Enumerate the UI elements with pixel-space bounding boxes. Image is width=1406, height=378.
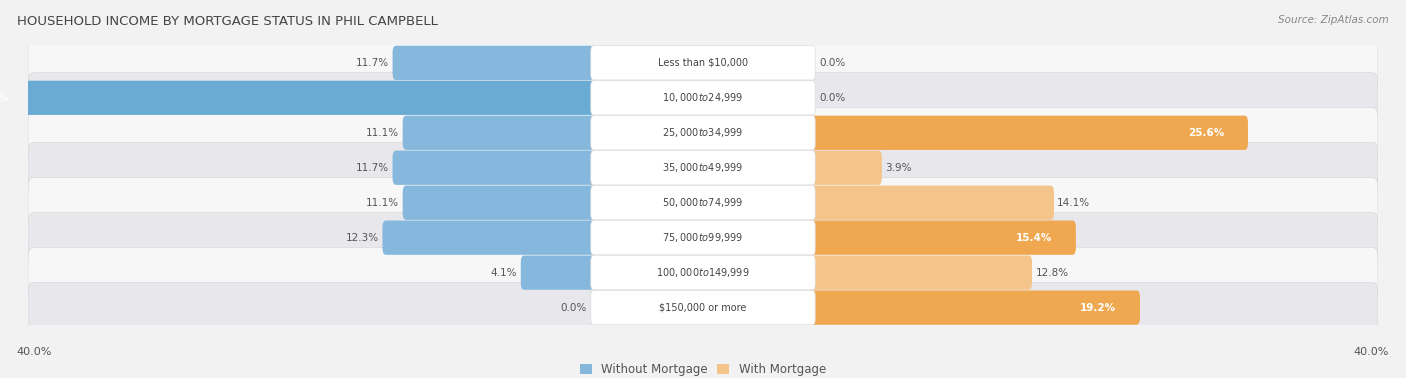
FancyBboxPatch shape <box>382 220 596 255</box>
FancyBboxPatch shape <box>392 46 596 80</box>
Text: 15.4%: 15.4% <box>1017 233 1052 243</box>
Text: 11.7%: 11.7% <box>356 58 389 68</box>
Text: $25,000 to $34,999: $25,000 to $34,999 <box>662 126 744 139</box>
Text: $100,000 to $149,999: $100,000 to $149,999 <box>657 266 749 279</box>
FancyBboxPatch shape <box>0 81 596 115</box>
FancyBboxPatch shape <box>28 282 1378 333</box>
FancyBboxPatch shape <box>810 220 1076 255</box>
FancyBboxPatch shape <box>28 38 1378 88</box>
FancyBboxPatch shape <box>810 116 1249 150</box>
Text: $10,000 to $24,999: $10,000 to $24,999 <box>662 91 744 104</box>
Text: 11.1%: 11.1% <box>366 198 399 208</box>
FancyBboxPatch shape <box>28 143 1378 193</box>
FancyBboxPatch shape <box>591 290 815 325</box>
Text: 0.0%: 0.0% <box>820 58 845 68</box>
Text: 14.1%: 14.1% <box>1057 198 1091 208</box>
FancyBboxPatch shape <box>591 81 815 115</box>
Text: Source: ZipAtlas.com: Source: ZipAtlas.com <box>1278 15 1389 25</box>
Text: 11.1%: 11.1% <box>366 128 399 138</box>
Text: 40.0%: 40.0% <box>1354 347 1389 356</box>
Text: 19.2%: 19.2% <box>1080 303 1116 313</box>
FancyBboxPatch shape <box>392 150 596 185</box>
Text: 38.0%: 38.0% <box>0 93 8 103</box>
Text: 40.0%: 40.0% <box>17 347 52 356</box>
FancyBboxPatch shape <box>591 46 815 80</box>
Text: 0.0%: 0.0% <box>561 303 586 313</box>
Text: $35,000 to $49,999: $35,000 to $49,999 <box>662 161 744 174</box>
Text: 3.9%: 3.9% <box>886 163 911 173</box>
FancyBboxPatch shape <box>591 116 815 150</box>
FancyBboxPatch shape <box>402 116 596 150</box>
FancyBboxPatch shape <box>28 248 1378 298</box>
Text: 12.8%: 12.8% <box>1035 268 1069 277</box>
Text: $75,000 to $99,999: $75,000 to $99,999 <box>662 231 744 244</box>
FancyBboxPatch shape <box>28 108 1378 158</box>
FancyBboxPatch shape <box>810 186 1054 220</box>
Text: 25.6%: 25.6% <box>1188 128 1225 138</box>
FancyBboxPatch shape <box>591 150 815 185</box>
Text: 12.3%: 12.3% <box>346 233 380 243</box>
FancyBboxPatch shape <box>28 212 1378 263</box>
FancyBboxPatch shape <box>591 220 815 255</box>
FancyBboxPatch shape <box>28 73 1378 123</box>
FancyBboxPatch shape <box>591 186 815 220</box>
FancyBboxPatch shape <box>591 256 815 290</box>
FancyBboxPatch shape <box>810 290 1140 325</box>
FancyBboxPatch shape <box>520 256 596 290</box>
Text: $150,000 or more: $150,000 or more <box>659 303 747 313</box>
Text: 0.0%: 0.0% <box>820 93 845 103</box>
FancyBboxPatch shape <box>810 150 882 185</box>
FancyBboxPatch shape <box>810 256 1032 290</box>
Legend: Without Mortgage, With Mortgage: Without Mortgage, With Mortgage <box>575 358 831 378</box>
Text: Less than $10,000: Less than $10,000 <box>658 58 748 68</box>
Text: $50,000 to $74,999: $50,000 to $74,999 <box>662 196 744 209</box>
FancyBboxPatch shape <box>28 178 1378 228</box>
FancyBboxPatch shape <box>402 186 596 220</box>
Text: 4.1%: 4.1% <box>491 268 517 277</box>
Text: 11.7%: 11.7% <box>356 163 389 173</box>
Text: HOUSEHOLD INCOME BY MORTGAGE STATUS IN PHIL CAMPBELL: HOUSEHOLD INCOME BY MORTGAGE STATUS IN P… <box>17 15 437 28</box>
